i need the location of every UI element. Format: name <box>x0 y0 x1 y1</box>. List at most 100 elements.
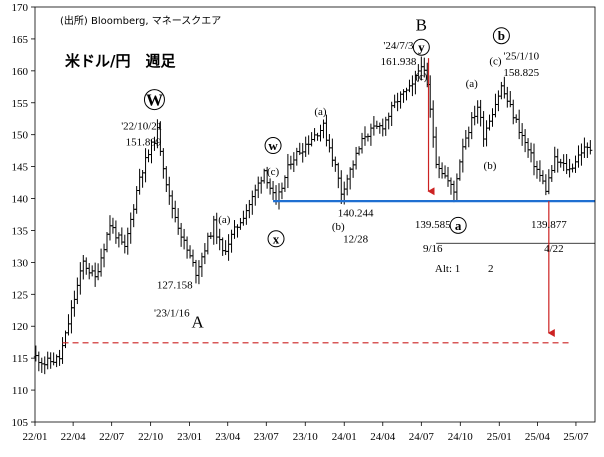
y-tick-label: 150 <box>12 130 29 142</box>
wave-circle <box>264 137 282 155</box>
weekly-bar <box>496 90 501 112</box>
weekly-bar <box>440 162 445 179</box>
weekly-bar <box>502 76 507 99</box>
weekly-bar <box>84 257 89 275</box>
y-tick-label: 145 <box>12 162 29 174</box>
weekly-bar <box>81 254 86 280</box>
y-tick-label: 125 <box>12 289 29 301</box>
weekly-bar <box>223 240 228 256</box>
wave-B: B <box>416 16 427 35</box>
weekly-bar <box>202 243 207 265</box>
annotation-text: 4/22 <box>544 243 564 255</box>
y-tick-label: 105 <box>12 417 29 429</box>
weekly-bar <box>173 200 178 223</box>
peak-2024-value: 161.938 <box>381 56 417 68</box>
weekly-bar <box>431 100 436 148</box>
weekly-bar <box>511 99 516 125</box>
weekly-bar <box>520 123 525 146</box>
weekly-bar <box>69 300 74 334</box>
y-tick-label: 140 <box>12 194 29 206</box>
weekly-bar <box>161 148 166 179</box>
reference-lines <box>62 58 595 344</box>
wave-a-2023b: (a) <box>314 106 327 118</box>
wave-a-2023: (a) <box>218 214 231 226</box>
weekly-bar <box>576 145 581 168</box>
weekly-bar <box>345 174 350 196</box>
wave-a-2024: (a) <box>466 78 479 90</box>
annotation-text: 127.158 <box>157 280 193 292</box>
annotation-text: (b) <box>332 221 345 233</box>
weekly-bar <box>360 132 365 154</box>
y-tick-label: 155 <box>12 98 29 110</box>
weekly-bar <box>42 356 47 375</box>
weekly-bar <box>532 143 537 176</box>
low-2024-value: 139.585 <box>415 219 451 231</box>
wave-c-2024: (c) <box>415 71 428 83</box>
annotation-text: (c) <box>267 166 280 178</box>
annotation-text: 140.244 <box>338 207 374 219</box>
weekly-bar <box>514 114 519 123</box>
annotation-text: Alt: 1 <box>435 263 460 275</box>
weekly-bar <box>324 114 329 147</box>
plot-frame <box>34 6 596 423</box>
weekly-bar <box>250 190 255 215</box>
weekly-bar <box>110 217 115 234</box>
weekly-bar <box>235 224 240 238</box>
weekly-bar <box>517 109 522 140</box>
annotation-text: '23/1/16 <box>154 308 190 320</box>
annotation-text: (c) <box>415 71 428 83</box>
wave-W: W <box>143 89 165 111</box>
annotation-text: 12/28 <box>343 234 369 246</box>
weekly-bar <box>475 100 480 124</box>
weekly-bar <box>377 122 382 134</box>
weekly-bar <box>446 166 451 187</box>
weekly-bar <box>386 112 391 130</box>
weekly-bar <box>48 352 53 369</box>
wave-circle <box>412 38 430 56</box>
annotation-text: A <box>192 313 205 332</box>
y-tick-label: 130 <box>12 257 29 269</box>
weekly-bar <box>271 180 276 200</box>
annotation-text: 9/16 <box>423 243 443 255</box>
weekly-bar <box>128 212 133 244</box>
weekly-bar <box>336 162 341 189</box>
x-tick-label: 25/04 <box>525 431 551 443</box>
annotation-text: '22/10/21 <box>121 121 162 133</box>
low-2023-date: '23/1/16 <box>154 308 190 320</box>
weekly-bar <box>466 126 471 148</box>
weekly-bar <box>259 176 264 194</box>
weekly-bar <box>523 129 528 153</box>
weekly-bar <box>526 138 531 158</box>
weekly-bar <box>146 149 151 163</box>
weekly-bar <box>315 132 320 141</box>
low-2023-12-value: 140.244 <box>338 207 374 219</box>
x-tick-label: 25/01 <box>487 431 512 443</box>
weekly-bar <box>537 160 542 182</box>
annotation-text: (c) <box>489 55 502 67</box>
weekly-bar <box>327 134 332 153</box>
wave-letter: W <box>146 91 163 110</box>
wave-letter: x <box>273 231 280 246</box>
weekly-bar <box>499 81 504 100</box>
annotation-text: '24/7/3 <box>383 40 414 52</box>
annotation-text: (b) <box>484 160 497 172</box>
weekly-bar <box>75 277 80 305</box>
weekly-bar <box>555 148 560 173</box>
weekly-bar <box>33 345 38 362</box>
x-tick-label: 22/01 <box>22 431 47 443</box>
weekly-bar <box>351 160 356 178</box>
annotation-text: (a) <box>218 214 231 226</box>
weekly-bar <box>306 135 311 155</box>
weekly-bar <box>567 158 572 178</box>
weekly-bar <box>253 184 258 206</box>
weekly-bar <box>125 227 130 255</box>
weekly-bar <box>457 159 462 181</box>
low-2025-date: 4/22 <box>544 243 564 255</box>
weekly-bar <box>348 167 353 190</box>
x-axis: 22/01 22/04 22/07 22/10 23/01 23/04 23/07 23/10… <box>22 422 589 443</box>
wave-x: x <box>267 230 285 248</box>
wave-b-2024: (b) <box>484 160 497 172</box>
low-2024-date: 9/16 <box>423 243 443 255</box>
weekly-bar <box>93 262 98 287</box>
weekly-bar <box>179 222 184 247</box>
